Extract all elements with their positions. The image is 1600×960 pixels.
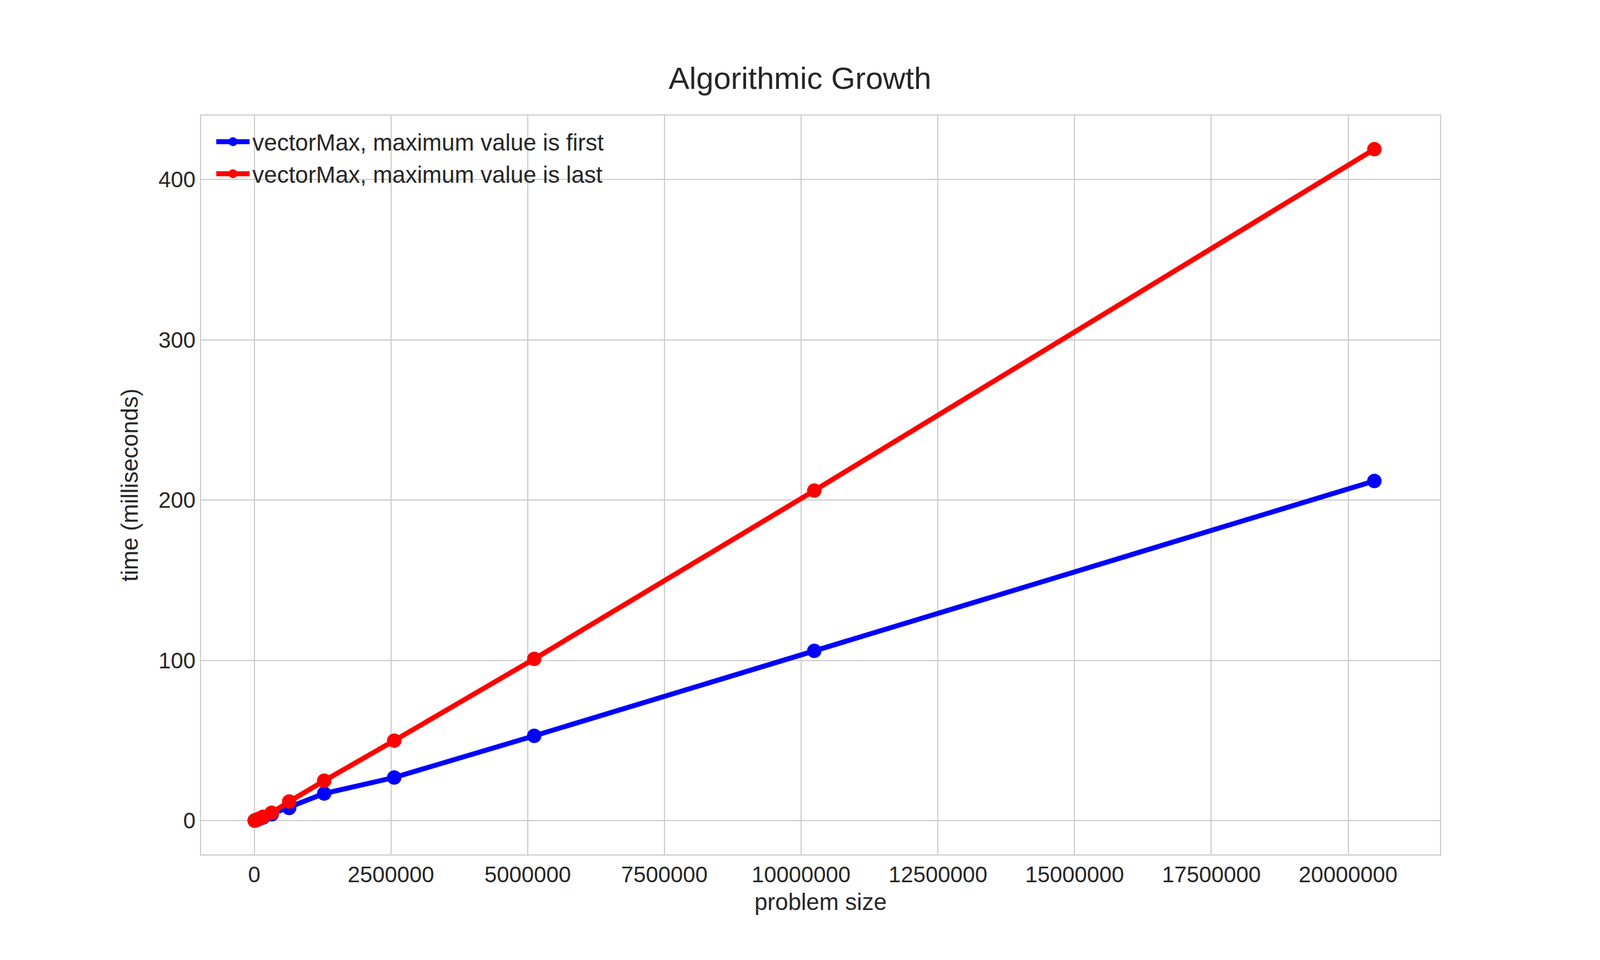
svg-text:10000000: 10000000 [751, 862, 851, 887]
svg-text:12500000: 12500000 [888, 862, 988, 887]
svg-text:17500000: 17500000 [1161, 862, 1261, 887]
svg-text:problem size: problem size [754, 888, 887, 915]
svg-text:0: 0 [247, 862, 260, 887]
svg-text:time (milliseconds): time (milliseconds) [116, 388, 143, 582]
svg-text:0: 0 [183, 808, 196, 833]
svg-text:7500000: 7500000 [621, 862, 708, 887]
svg-text:vectorMax, maximum value is la: vectorMax, maximum value is last [252, 161, 603, 188]
svg-text:300: 300 [158, 327, 196, 353]
svg-text:2500000: 2500000 [347, 862, 435, 887]
svg-text:15000000: 15000000 [1025, 862, 1124, 887]
svg-text:100: 100 [158, 648, 196, 673]
svg-text:20000000: 20000000 [1298, 862, 1398, 887]
svg-text:Algorithmic Growth: Algorithmic Growth [668, 60, 932, 96]
svg-text:5000000: 5000000 [484, 862, 572, 887]
svg-text:200: 200 [158, 487, 196, 513]
svg-text:vectorMax, maximum value is fi: vectorMax, maximum value is first [252, 129, 604, 156]
svg-text:400: 400 [158, 167, 196, 192]
